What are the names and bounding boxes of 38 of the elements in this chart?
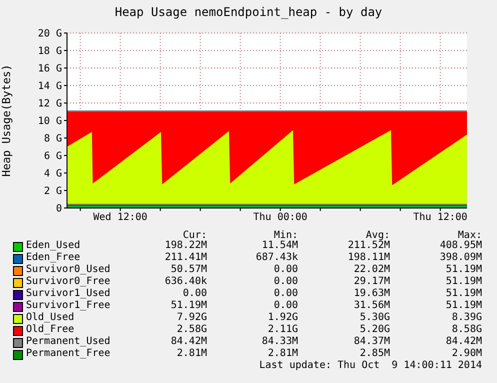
text: 211.41M 687.43k 198.11M 398.09M: [164, 252, 482, 263]
y-tick-label: 12 G: [38, 98, 62, 110]
text: Last update: Thu Oct 9 14:00:11 2014: [258, 360, 482, 371]
y-tick-label: 14 G: [38, 81, 62, 92]
y-tick-label: 2 G: [44, 186, 62, 198]
x-tick-label: Wed 12:00: [93, 212, 148, 224]
text: 0.00 0.00 19.63M 51.19M: [182, 288, 482, 299]
y-tick-label: 4 G: [44, 168, 62, 180]
text: 7.92G 1.92G 5.30G 8.39G: [176, 312, 482, 323]
text: 198.22M 11.54M 211.52M 408.95M: [164, 240, 482, 251]
y-tick-label: 0: [56, 204, 62, 215]
legend-label: Eden_Free: [26, 252, 80, 263]
y-tick-label: 10 G: [38, 116, 62, 128]
legend-label: Eden_Used: [26, 240, 80, 251]
text: 50.57M 0.00 22.02M 51.19M: [170, 264, 482, 275]
x-tick-label: Thu 12:00: [413, 212, 468, 224]
y-tick-label: 18 G: [38, 46, 62, 58]
legend-label: Survivor0_Free: [26, 276, 110, 287]
y-tick-label: 6 G: [44, 151, 62, 162]
legend-label: Survivor1_Free: [26, 300, 110, 311]
text: 51.19M 0.00 31.56M 51.19M: [170, 300, 482, 311]
y-tick-label: 8 G: [44, 134, 62, 145]
y-axis-title: Heap Usage(Bytes): [0, 64, 13, 177]
x-tick-label: Thu 00:00: [253, 212, 308, 224]
text: 84.42M 84.33M 84.37M 84.42M: [170, 336, 482, 347]
text: 2.58G 2.11G 5.20G 8.58G: [176, 324, 482, 335]
legend-label: Survivor0_Used: [26, 264, 110, 275]
text: Cur: Min: Avg: Max:: [182, 230, 482, 241]
y-tick-label: 20 G: [38, 28, 62, 40]
chart-title: Heap Usage nemoEndpoint_heap - by day: [114, 5, 384, 19]
legend-label: Survivor1_Used: [26, 288, 110, 299]
text: 2.81M 2.81M 2.85M 2.90M: [176, 348, 482, 359]
legend-label: Permanent_Free: [26, 348, 110, 359]
text: 636.40k 0.00 29.17M 51.19M: [164, 276, 482, 287]
legend-label: Old_Free: [26, 324, 74, 335]
legend-label: Permanent_Used: [26, 336, 110, 347]
legend-label: Old_Used: [26, 312, 74, 323]
y-tick-label: 16 G: [38, 64, 62, 75]
